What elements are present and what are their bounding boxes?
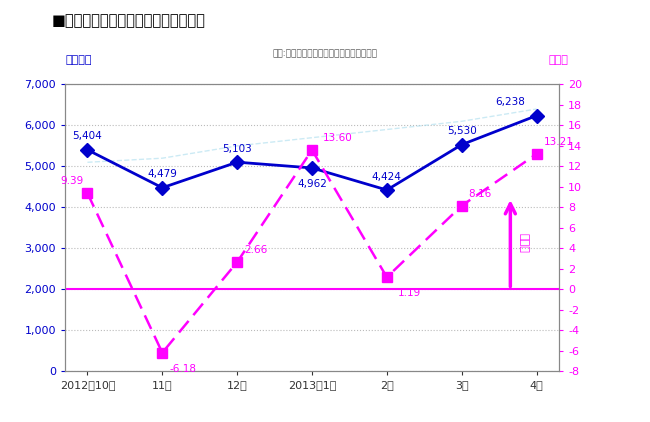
Text: 5,103: 5,103: [222, 144, 252, 154]
Text: 4,962: 4,962: [297, 179, 327, 189]
Text: 1.19: 1.19: [398, 288, 421, 298]
Text: 2.66: 2.66: [244, 245, 267, 255]
Text: 単位:件数（左軸）、前年同月比％（右軸）: 単位:件数（左軸）、前年同月比％（右軸）: [272, 49, 378, 58]
Text: （％）: （％）: [549, 55, 569, 65]
Text: -6.18: -6.18: [169, 364, 196, 374]
Text: 5,404: 5,404: [73, 132, 102, 141]
Text: 8.16: 8.16: [469, 189, 492, 199]
Text: プラス: プラス: [518, 233, 528, 253]
Text: （件数）: （件数）: [65, 55, 92, 65]
Text: 4,479: 4,479: [148, 169, 177, 179]
Text: 13.60: 13.60: [323, 133, 353, 143]
Text: 13.21: 13.21: [543, 137, 573, 147]
Text: 5,530: 5,530: [447, 126, 476, 136]
Text: 6,238: 6,238: [495, 97, 525, 107]
Text: ■表１／愛知県土地売買移転登記件数: ■表１／愛知県土地売買移転登記件数: [52, 13, 206, 28]
Text: 9.39: 9.39: [60, 176, 83, 186]
Text: 4,424: 4,424: [372, 172, 402, 181]
